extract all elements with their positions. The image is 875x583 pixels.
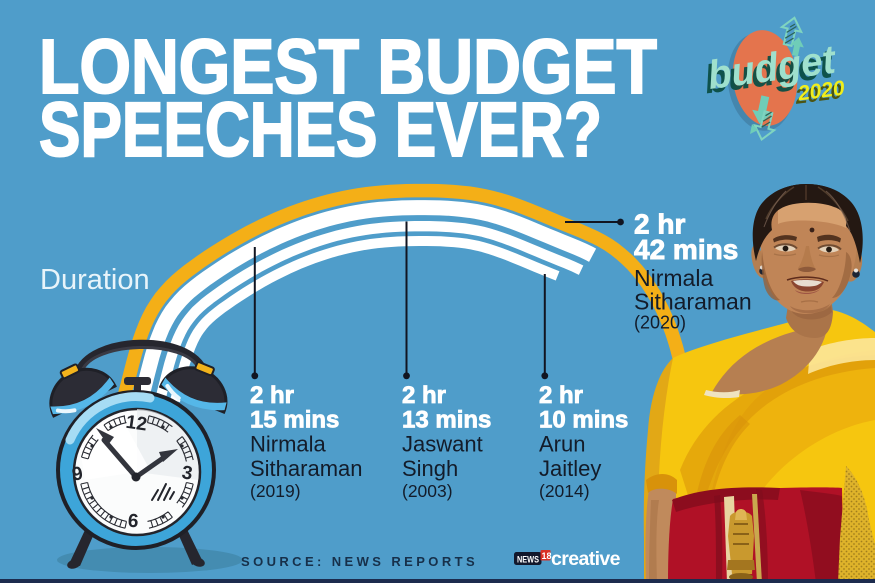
svg-text:10 mins: 10 mins [539,407,628,434]
svg-text:6: 6 [127,511,139,533]
svg-text:SPEECHES EVER?: SPEECHES EVER? [39,87,602,173]
svg-text:Sitharaman: Sitharaman [634,289,752,315]
svg-text:(2014): (2014) [539,481,590,501]
svg-text:2 hr: 2 hr [539,382,583,409]
svg-text:Jaswant: Jaswant [402,432,483,457]
svg-text:2 hr: 2 hr [634,209,685,240]
svg-text:Nirmala: Nirmala [634,265,713,291]
svg-text:Nirmala: Nirmala [250,432,327,457]
svg-text:12: 12 [124,412,148,436]
svg-text:Arun: Arun [539,432,585,457]
svg-text:9: 9 [71,463,85,486]
svg-text:(2020): (2020) [634,313,686,333]
svg-text:13 mins: 13 mins [402,407,491,434]
svg-text:creative: creative [551,548,621,570]
svg-text:18: 18 [542,551,552,561]
svg-text:Singh: Singh [402,456,458,481]
svg-text:Sitharaman: Sitharaman [250,456,363,481]
svg-text:2 hr: 2 hr [250,382,294,409]
svg-text:Duration: Duration [40,264,150,296]
svg-text:Jaitley: Jaitley [539,456,601,481]
svg-text:LONGEST BUDGET: LONGEST BUDGET [39,24,657,110]
svg-text:3: 3 [180,462,193,484]
svg-text:42 mins: 42 mins [634,234,738,265]
svg-text:SOURCE: NEWS REPORTS: SOURCE: NEWS REPORTS [241,554,478,569]
svg-text:15 mins: 15 mins [250,407,339,434]
svg-text:NEWS: NEWS [517,555,539,566]
svg-text:(2019): (2019) [250,481,301,501]
svg-text:(2003): (2003) [402,481,453,501]
svg-text:2 hr: 2 hr [402,382,446,409]
